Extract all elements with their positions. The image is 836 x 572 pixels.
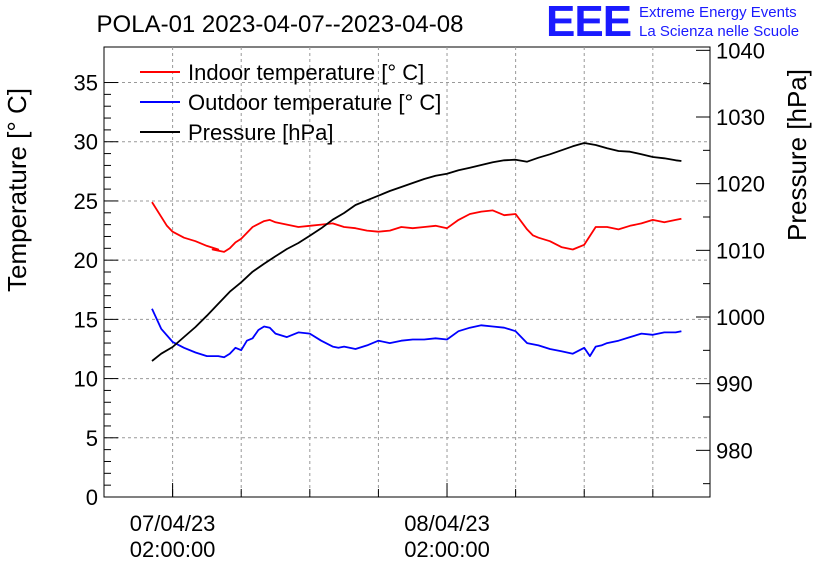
x-tick-label-date: 07/04/23 xyxy=(130,511,216,536)
y-left-tick-label: 10 xyxy=(74,367,98,392)
y-left-tick-label: 25 xyxy=(74,189,98,214)
y-right-tick-label: 980 xyxy=(716,438,753,463)
y-right-tick-label: 990 xyxy=(716,372,753,397)
axes: 0 5 10 15 20 25 30 35 980 990 1000 1010 1020 1030 1040… xyxy=(74,38,765,562)
chart-title: POLA-01 2023-04-07--2023-04-08 xyxy=(97,11,464,38)
y-left-tick-label: 5 xyxy=(86,426,98,451)
y-right-tick-label: 1040 xyxy=(716,38,765,63)
y-left-tick-label: 30 xyxy=(74,130,98,155)
grid-lines xyxy=(104,47,710,497)
y-right-tick-label: 1000 xyxy=(716,305,765,330)
y-left-tick-label: 15 xyxy=(74,307,98,332)
y-left-tick-label: 0 xyxy=(86,485,98,510)
series-line-indoor xyxy=(151,201,682,253)
y-left-tick-label: 35 xyxy=(74,71,98,96)
x-tick-label-time: 02:00:00 xyxy=(404,537,490,562)
y-axis-left-label: Temperature [° C] xyxy=(2,88,32,292)
legend-label-pressure: Pressure [hPa] xyxy=(188,120,334,145)
series-line-outdoor xyxy=(151,308,682,359)
legend-label-outdoor: Outdoor temperature [° C] xyxy=(188,90,441,115)
y-axis-right-label: Pressure [hPa] xyxy=(782,69,812,241)
y-left-tick-label: 20 xyxy=(74,248,98,273)
y-right-tick-label: 1020 xyxy=(716,172,765,197)
series-line-pressure xyxy=(151,142,682,362)
eee-logo-text: Extreme Energy Events La Scienza nelle S… xyxy=(639,3,799,41)
y-right-tick-label: 1030 xyxy=(716,105,765,130)
x-tick-label-date: 08/04/23 xyxy=(404,511,490,536)
eee-logo-mark: EEE xyxy=(546,0,632,46)
y-right-tick-label: 1010 xyxy=(716,238,765,263)
eee-logo: EEE Extreme Energy Events La Scienza nel… xyxy=(546,0,799,46)
series-lines xyxy=(151,142,682,362)
logo-line-1: Extreme Energy Events xyxy=(639,4,797,21)
legend-label-indoor: Indoor temperature [° C] xyxy=(188,60,424,85)
legend: Indoor temperature [° C] Outdoor tempera… xyxy=(140,60,441,145)
logo-line-2: La Scienza nelle Scuole xyxy=(639,23,800,40)
x-tick-label-time: 02:00:00 xyxy=(130,537,216,562)
